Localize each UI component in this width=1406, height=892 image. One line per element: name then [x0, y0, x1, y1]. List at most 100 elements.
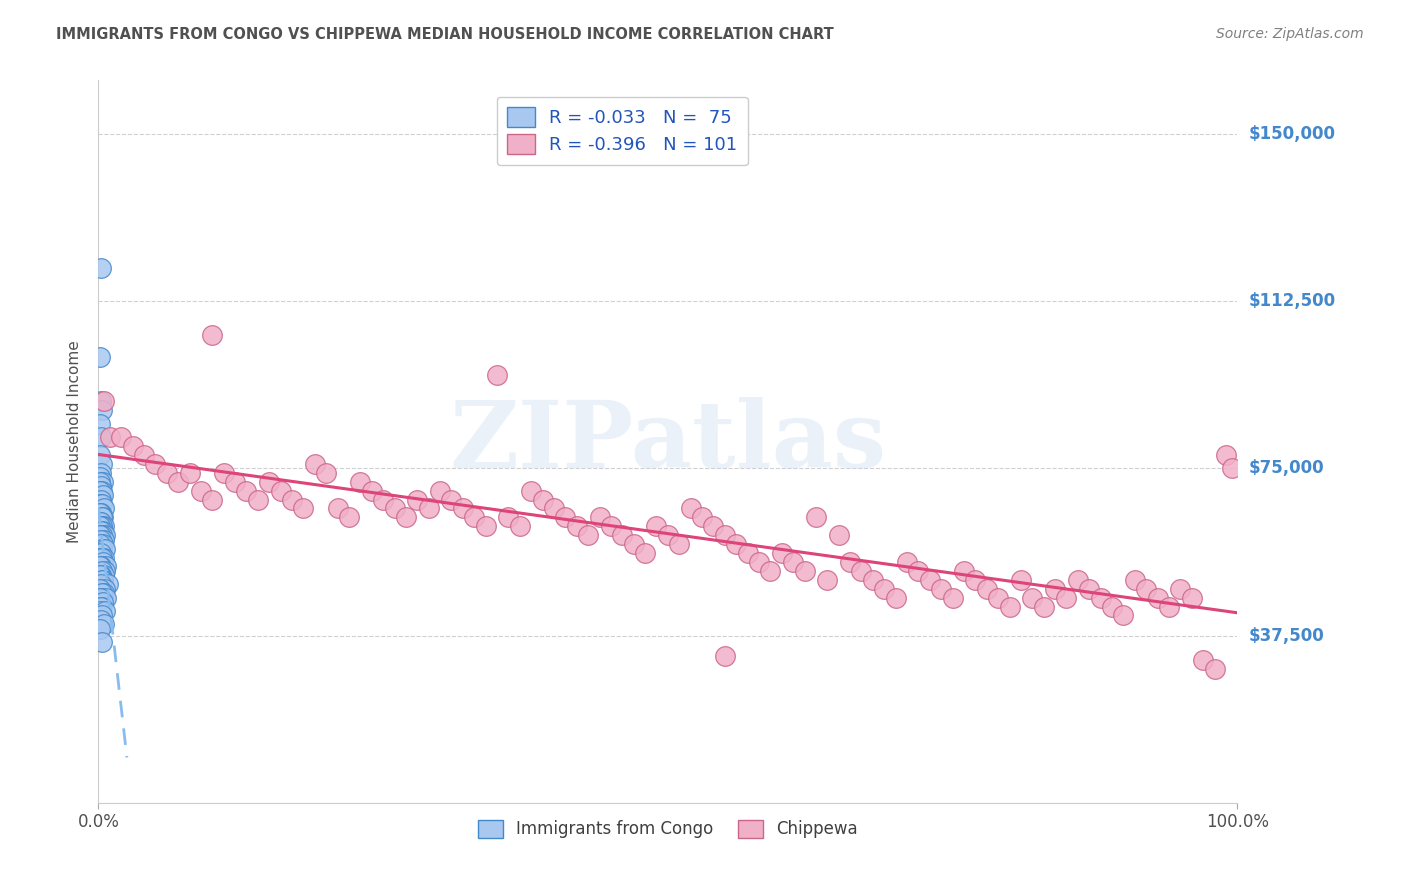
Point — [91, 488, 114, 502]
Point — [90, 492, 112, 507]
Point — [201, 327, 224, 342]
Point — [965, 573, 987, 587]
Point — [725, 537, 748, 551]
Point — [94, 604, 117, 618]
Point — [93, 586, 115, 600]
Point — [190, 483, 212, 498]
Point — [90, 564, 112, 578]
Point — [212, 466, 235, 480]
Point — [1112, 608, 1135, 623]
Point — [668, 537, 690, 551]
Point — [90, 457, 112, 471]
Point — [90, 591, 112, 605]
Text: Source: ZipAtlas.com: Source: ZipAtlas.com — [1216, 27, 1364, 41]
Point — [976, 582, 998, 596]
Point — [1090, 591, 1112, 605]
Point — [1021, 591, 1043, 605]
Point — [304, 457, 326, 471]
Point — [576, 528, 599, 542]
Point — [89, 568, 111, 582]
Point — [259, 475, 281, 489]
Point — [246, 492, 269, 507]
Point — [953, 564, 976, 578]
Point — [93, 519, 115, 533]
Point — [90, 586, 112, 600]
Point — [90, 541, 112, 556]
Point — [657, 528, 679, 542]
Point — [896, 555, 918, 569]
Point — [89, 591, 111, 605]
Point — [384, 501, 406, 516]
Point — [89, 519, 111, 533]
Point — [91, 510, 114, 524]
Point — [90, 497, 112, 511]
Point — [1220, 461, 1243, 475]
Point — [93, 550, 115, 565]
Point — [90, 394, 112, 409]
Point — [90, 550, 112, 565]
Point — [520, 483, 543, 498]
Point — [759, 564, 782, 578]
Point — [782, 555, 804, 569]
Point — [486, 368, 509, 382]
Point — [463, 510, 485, 524]
Text: $75,000: $75,000 — [1249, 459, 1324, 477]
Point — [89, 582, 111, 596]
Point — [90, 260, 112, 275]
Point — [509, 519, 531, 533]
Point — [942, 591, 965, 605]
Point — [918, 573, 941, 587]
Point — [90, 599, 112, 614]
Point — [90, 599, 112, 614]
Point — [89, 515, 111, 529]
Y-axis label: Median Household Income: Median Household Income — [67, 340, 83, 543]
Point — [748, 555, 770, 569]
Point — [440, 492, 463, 507]
Point — [121, 439, 143, 453]
Point — [360, 483, 382, 498]
Point — [828, 528, 851, 542]
Point — [90, 510, 112, 524]
Point — [588, 510, 610, 524]
Point — [90, 403, 112, 417]
Text: $37,500: $37,500 — [1249, 626, 1324, 645]
Point — [612, 528, 634, 542]
Point — [418, 501, 440, 516]
Point — [90, 559, 112, 574]
Point — [89, 506, 111, 520]
Point — [110, 430, 132, 444]
Point — [90, 528, 112, 542]
Point — [371, 492, 394, 507]
Point — [804, 510, 827, 524]
Point — [91, 475, 114, 489]
Point — [224, 475, 246, 489]
Point — [89, 559, 111, 574]
Point — [90, 466, 112, 480]
Point — [1067, 573, 1090, 587]
Text: $150,000: $150,000 — [1249, 125, 1336, 143]
Point — [93, 501, 115, 516]
Point — [89, 417, 111, 431]
Point — [815, 573, 838, 587]
Point — [702, 519, 724, 533]
Point — [89, 483, 111, 498]
Point — [94, 528, 117, 542]
Point — [737, 546, 759, 560]
Point — [451, 501, 474, 516]
Point — [89, 350, 111, 364]
Point — [690, 510, 713, 524]
Point — [543, 501, 565, 516]
Point — [90, 546, 112, 560]
Point — [96, 577, 118, 591]
Point — [714, 648, 737, 663]
Point — [851, 564, 873, 578]
Point — [270, 483, 292, 498]
Point — [91, 595, 114, 609]
Point — [679, 501, 702, 516]
Point — [395, 510, 418, 524]
Point — [132, 448, 155, 462]
Text: IMMIGRANTS FROM CONGO VS CHIPPEWA MEDIAN HOUSEHOLD INCOME CORRELATION CHART: IMMIGRANTS FROM CONGO VS CHIPPEWA MEDIAN… — [56, 27, 834, 42]
Point — [793, 564, 815, 578]
Point — [90, 613, 112, 627]
Point — [1043, 582, 1066, 596]
